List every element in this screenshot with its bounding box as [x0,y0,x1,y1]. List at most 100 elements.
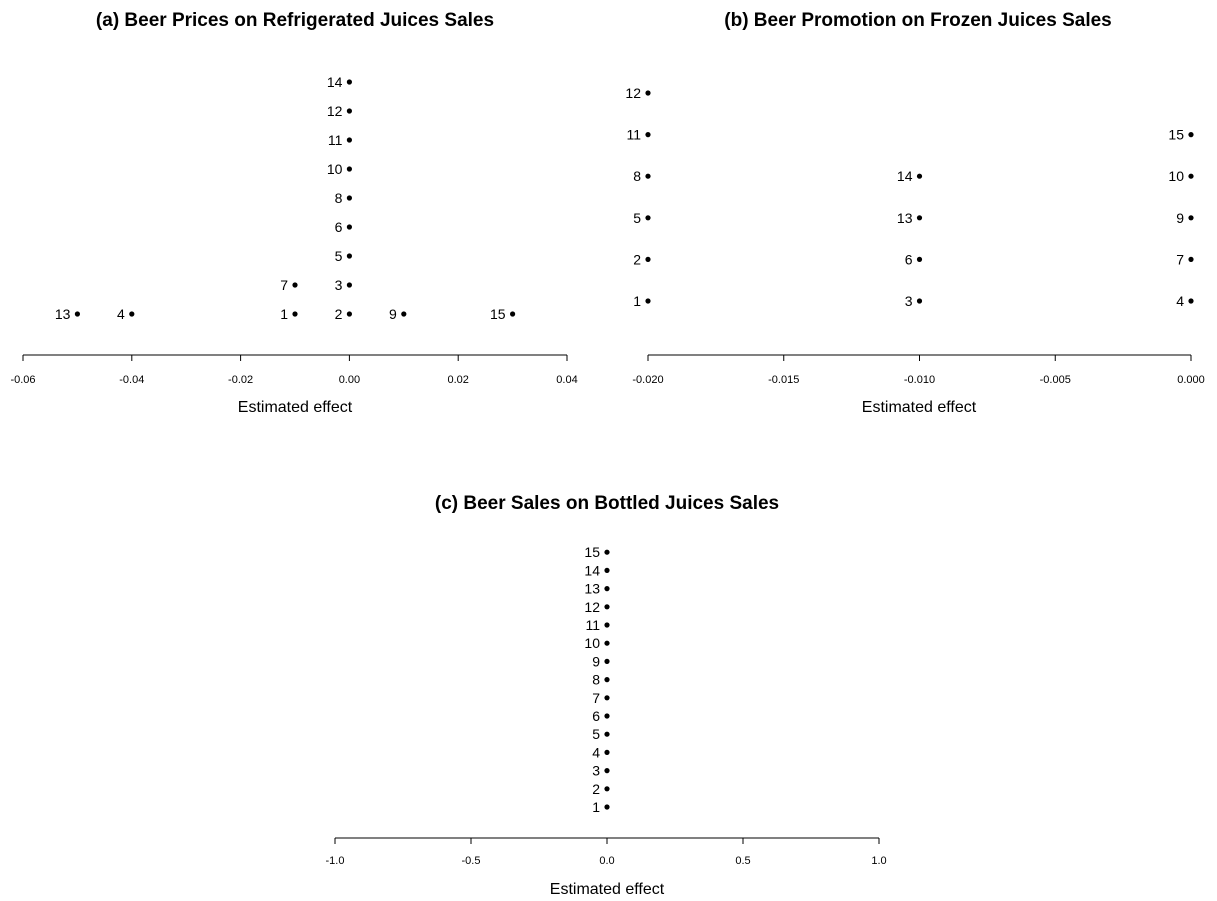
point-marker [346,79,352,85]
panel-a-title: (a) Beer Prices on Refrigerated Juices S… [96,10,494,31]
point-label: 15 [1168,127,1184,143]
point-label: 8 [633,168,641,184]
x-tick-label: 0.00 [339,374,360,386]
data-point: 5 [592,726,610,742]
point-marker [74,311,80,317]
data-point: 13 [55,306,80,322]
point-label: 11 [585,617,600,633]
data-point: 3 [335,277,352,293]
point-marker [645,90,651,96]
data-point: 14 [584,562,610,578]
point-marker [292,311,298,317]
data-point: 7 [280,277,298,293]
panel-b: (b) Beer Promotion on Frozen Juices Sale… [625,10,1204,416]
data-point: 11 [585,617,610,633]
data-point: 13 [897,210,923,226]
point-marker [1188,298,1194,304]
data-point: 11 [626,127,651,143]
x-tick-label: 0.04 [556,374,577,386]
data-point: 14 [897,168,923,184]
point-marker [346,108,352,114]
x-tick-label: -0.06 [10,374,35,386]
point-marker [346,166,352,172]
point-label: 12 [625,85,641,101]
point-label: 9 [592,653,600,669]
point-marker [645,173,651,179]
point-label: 9 [1176,210,1184,226]
point-marker [604,804,610,810]
data-point: 1 [592,799,610,815]
point-label: 9 [389,306,397,322]
point-marker [346,311,352,317]
point-marker [604,731,610,737]
point-marker [1188,256,1194,262]
point-label: 2 [335,306,343,322]
data-point: 8 [335,190,352,206]
point-marker [604,549,610,555]
data-point: 3 [592,763,610,779]
data-point: 10 [584,635,610,651]
point-label: 8 [335,190,343,206]
x-tick-label: 0.000 [1177,374,1205,386]
panel-b-x-axis-label: Estimated effect [862,399,977,416]
panel-a-x-axis-label: Estimated effect [238,399,353,416]
point-marker [645,215,651,221]
data-point: 5 [335,248,352,264]
panel-c-x-axis-label: Estimated effect [550,881,665,898]
point-marker [604,768,610,774]
x-tick-label: 0.02 [447,374,468,386]
point-label: 1 [592,799,600,815]
point-label: 11 [328,132,343,148]
x-tick-label: -0.5 [462,855,481,867]
point-label: 5 [592,726,600,742]
point-marker [604,695,610,701]
data-point: 12 [584,599,610,615]
point-marker [346,253,352,259]
panel-b-x-axis: -0.020 -0.015 -0.010 -0.005 0.000 [632,354,1205,386]
data-point: 9 [1176,210,1194,226]
point-label: 10 [1168,168,1184,184]
data-point: 11 [328,132,352,148]
point-label: 10 [584,635,600,651]
point-marker [292,282,298,288]
point-marker [645,298,651,304]
panel-c-title: (c) Beer Sales on Bottled Juices Sales [435,493,779,514]
data-point: 15 [1168,127,1194,143]
point-marker [645,132,651,138]
data-point: 14 [327,74,352,90]
point-marker [604,567,610,574]
point-label: 14 [584,562,600,578]
point-marker [604,586,610,592]
point-label: 2 [592,781,600,797]
point-label: 14 [327,74,343,90]
data-point: 10 [1168,168,1194,184]
panel-c-x-axis: -1.0 -0.5 0.0 0.5 1.0 [326,837,887,867]
point-label: 13 [55,306,71,322]
point-label: 5 [633,210,641,226]
data-point: 8 [592,672,610,688]
point-label: 7 [1176,251,1184,267]
data-point: 7 [592,690,610,706]
point-label: 6 [905,251,913,267]
point-label: 6 [335,219,343,235]
x-tick-label: -0.010 [904,374,935,386]
data-point: 1 [633,293,651,309]
data-point: 15 [490,306,516,322]
data-point: 6 [592,708,610,724]
data-point: 8 [633,168,651,184]
panel-c-points: 15 14 13 12 11 10 9 8 7 6 5 4 3 2 1 [584,544,610,815]
point-marker [346,224,352,230]
panel-c: (c) Beer Sales on Bottled Juices Sales -… [326,493,887,898]
point-marker [604,622,610,628]
x-tick-label: -0.020 [632,374,663,386]
data-point: 2 [335,306,352,322]
data-point: 2 [633,251,651,267]
point-label: 15 [584,544,600,560]
data-point: 4 [117,306,135,322]
point-label: 12 [584,599,600,615]
x-tick-label: -0.005 [1040,374,1071,386]
data-point: 2 [592,781,610,797]
